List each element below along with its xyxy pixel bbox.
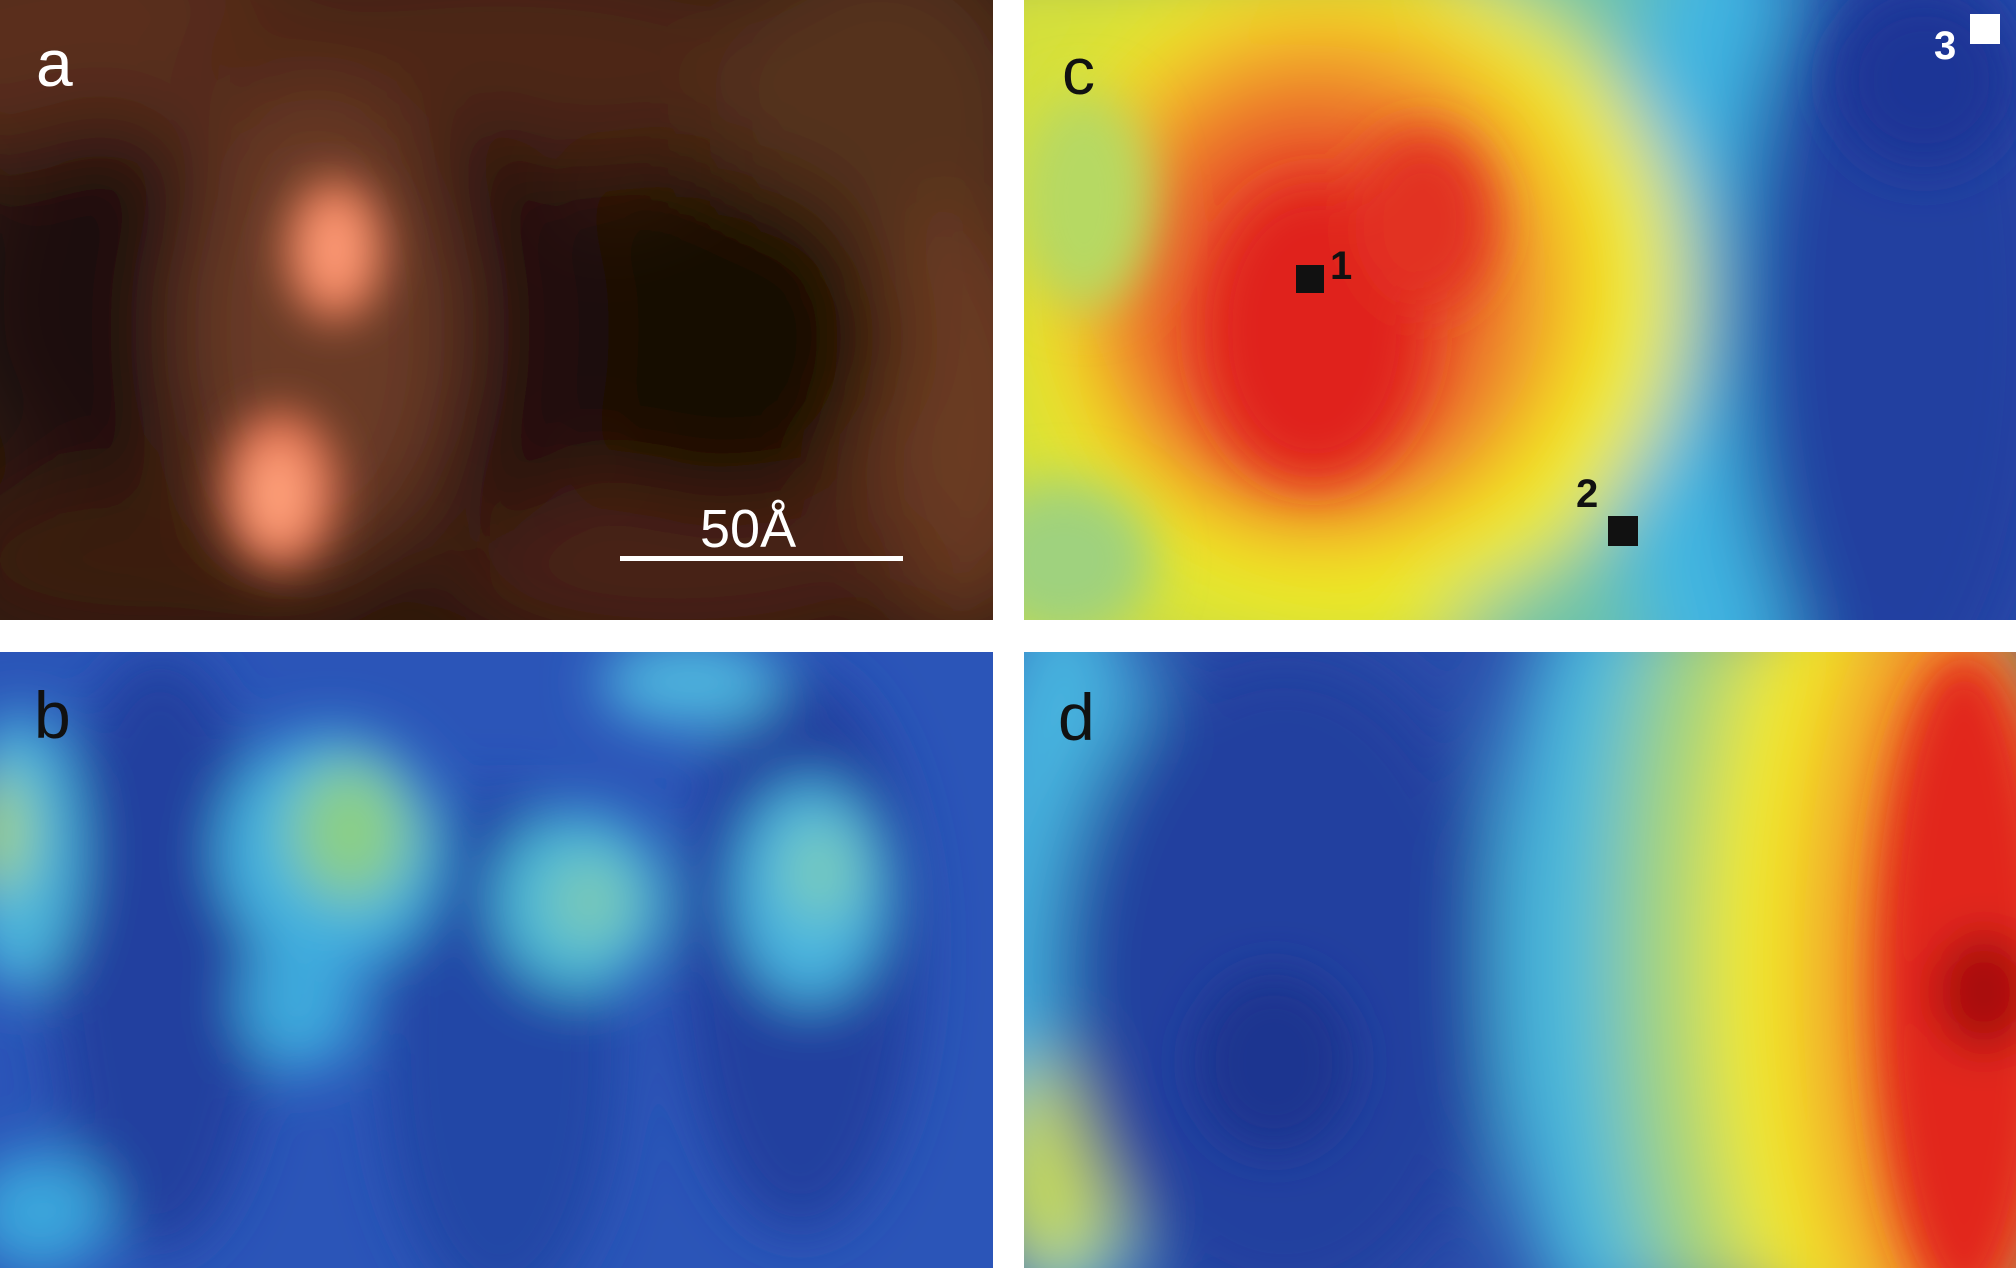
panel-c-map: c 1 2 3 [1024,0,2016,620]
panel-label-d: d [1058,680,1095,754]
scale-bar-label: 50Å [700,499,797,559]
panel-label-a: a [36,26,73,100]
marker-label-2: 2 [1576,472,1599,516]
marker-label-1: 1 [1330,244,1353,288]
panel-b-map: b [0,652,993,1268]
conductance-map-c [1024,0,2016,620]
panel-d-map: d [1024,652,2016,1268]
panel-a-topography: a 50Å [0,0,993,620]
conductance-map-d [1024,652,2016,1268]
panel-label-c: c [1062,34,1095,108]
topography-image [0,0,993,620]
marker-square-3 [1970,14,2000,44]
conductance-map-b [0,652,993,1268]
panel-label-b: b [34,678,71,752]
scale-bar [620,556,903,561]
marker-square-1 [1296,265,1324,293]
marker-square-2 [1608,516,1638,546]
marker-label-3: 3 [1934,24,1957,68]
